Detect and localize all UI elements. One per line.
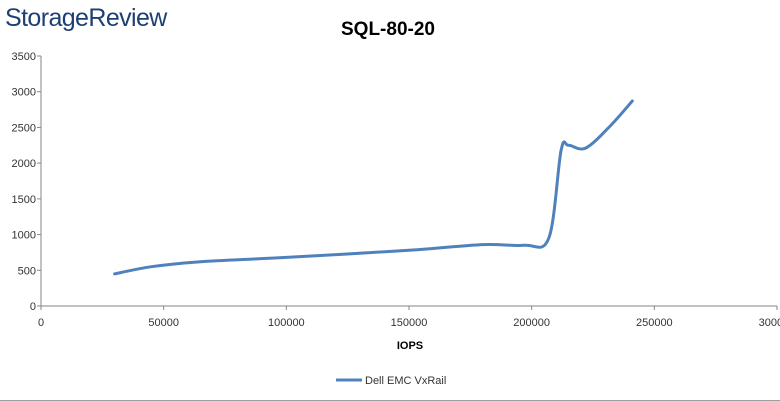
- y-axis-ticks: 0 500 1000 1500 2000 2500 3000 3500: [12, 51, 41, 313]
- x-tick-label: 200000: [513, 317, 550, 329]
- series-layer: [113, 99, 634, 276]
- x-tick-label: 250000: [636, 317, 673, 329]
- y-tick-label: 1000: [12, 230, 36, 242]
- series-line-0: [113, 99, 634, 276]
- x-axis-ticks: 0 50000 100000 150000 200000 250000 300000: [38, 306, 780, 329]
- y-tick-label: 500: [18, 265, 36, 277]
- chart-title: SQL-80-20: [341, 19, 435, 40]
- y-tick-label: 2000: [12, 158, 36, 170]
- x-tick-label: 0: [38, 317, 44, 329]
- x-axis-title: IOPS: [397, 340, 423, 352]
- x-tick-label: 150000: [391, 317, 428, 329]
- storagereview-logo: StorageReview: [5, 4, 167, 32]
- x-tick-label: 50000: [148, 317, 179, 329]
- y-tick-label: 1500: [12, 194, 36, 206]
- y-tick-label: 2500: [12, 122, 36, 134]
- legend-label-dell-emc-vxrail: Dell EMC VxRail: [365, 375, 446, 387]
- x-tick-label: 100000: [268, 317, 305, 329]
- y-tick-label: 3000: [12, 87, 36, 99]
- y-tick-label: 0: [30, 301, 36, 313]
- legend: Dell EMC VxRail: [336, 375, 446, 387]
- x-tick-label: 300000: [759, 317, 780, 329]
- y-tick-label: 3500: [12, 51, 36, 63]
